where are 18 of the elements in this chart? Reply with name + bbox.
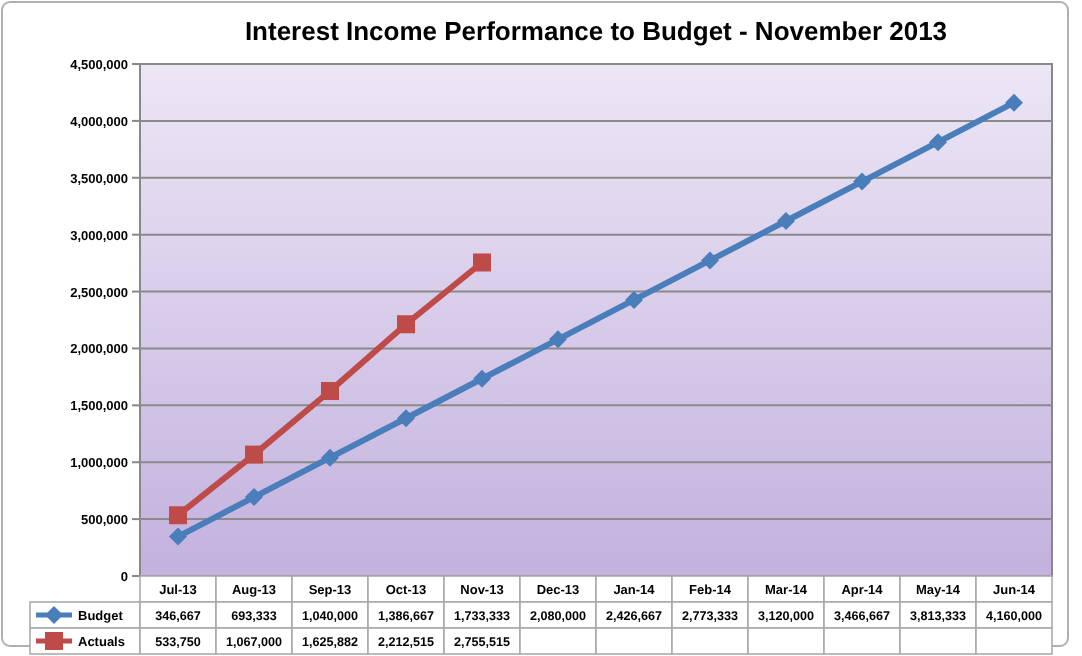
point — [321, 448, 339, 467]
point — [169, 527, 187, 546]
point — [473, 369, 491, 388]
point — [473, 253, 491, 272]
point — [169, 506, 187, 525]
point — [245, 445, 263, 464]
point — [321, 382, 339, 401]
point — [701, 251, 719, 270]
point — [929, 133, 947, 152]
point — [853, 172, 871, 191]
point — [397, 409, 415, 428]
point — [625, 290, 643, 309]
point — [549, 330, 567, 349]
point — [777, 212, 795, 231]
point — [397, 315, 415, 334]
point — [1005, 93, 1023, 112]
chart-title: Interest Income Performance to Budget - November 2013 — [244, 16, 948, 46]
point — [245, 488, 263, 507]
